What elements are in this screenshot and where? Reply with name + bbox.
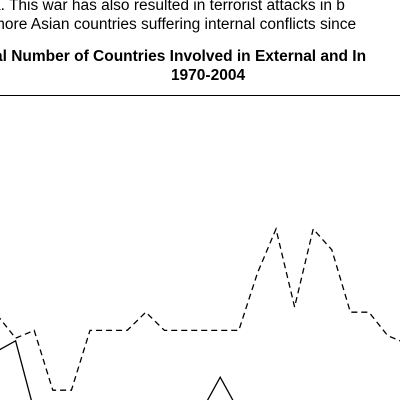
chart-top-rule <box>0 95 400 96</box>
chart-title-line-1: al Number of Countries Involved in Exter… <box>0 48 367 65</box>
body-text-line-2: more Asian countries suffering internal … <box>0 16 357 33</box>
series-line-dashed <box>0 226 400 391</box>
body-text-line-1: a. This war has also resulted in terrori… <box>0 0 345 14</box>
body-text: a. This war has also resulted in terrori… <box>0 0 400 34</box>
series-line-solid <box>0 339 234 400</box>
chart-title: al Number of Countries Involved in Exter… <box>0 47 400 85</box>
chart-title-line-2: 1970-2004 <box>170 67 246 84</box>
